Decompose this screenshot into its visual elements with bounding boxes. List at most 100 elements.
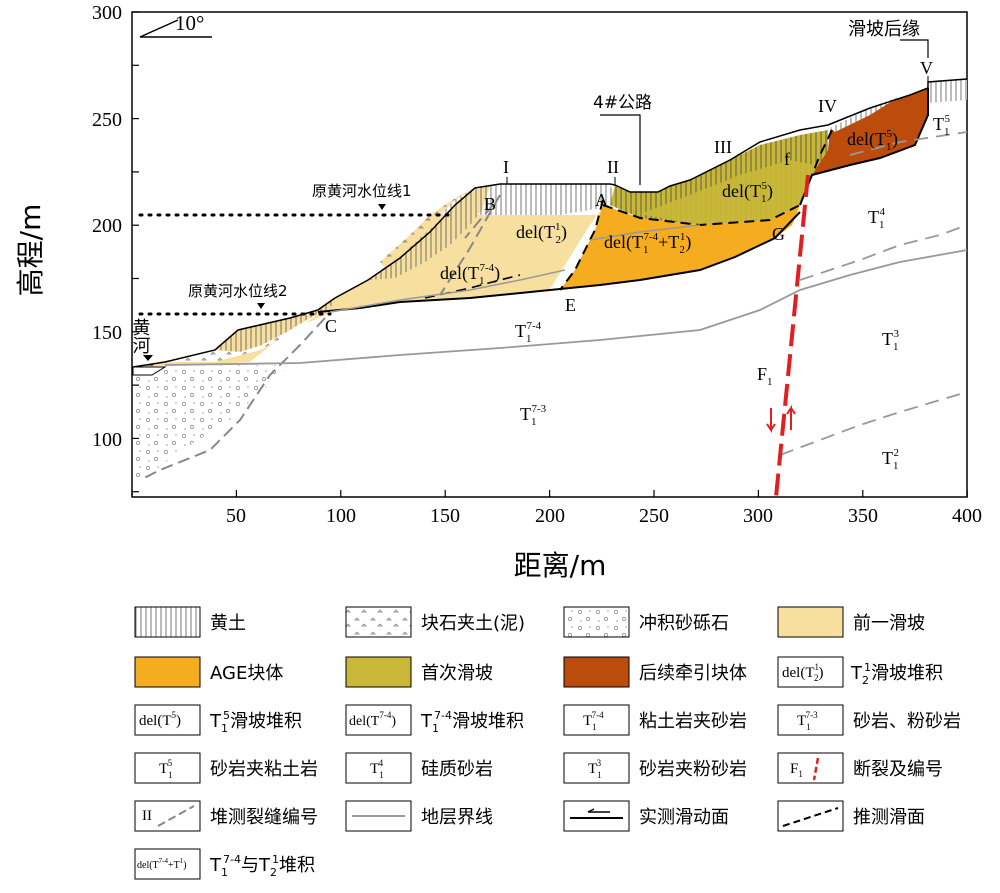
crack-label-II: II: [607, 157, 619, 177]
deposit-label-T1-7-4: del(T17-4): [440, 262, 500, 287]
legend-label: 推测滑面: [853, 807, 925, 828]
river-level-marker: [143, 355, 153, 361]
legend-swatch-previous-landslide: [777, 606, 844, 638]
age-block-area: [560, 205, 800, 290]
legend-box-T1-7-4: [563, 704, 630, 736]
x-tick-label: 200: [535, 505, 565, 527]
legend: 黄土 块石夹土(泥) 冲积砂砾石 前一滑坡 AGE块体 首次滑坡 后续牵引块体 …: [134, 606, 961, 880]
legend-box-T1-4: [345, 752, 412, 784]
inferred-slip-surface-icon: [782, 807, 839, 827]
legend-box-del-T2: [777, 656, 844, 688]
point-label-E: E: [565, 295, 576, 315]
legend-label: T15滑坡堆积: [209, 709, 302, 735]
x-axis-ticks: [131, 490, 968, 497]
legend-label: 黄土: [210, 613, 246, 634]
legend-box-measured-slip: [563, 800, 630, 832]
point-label-f: f: [784, 149, 790, 169]
ground-surface-line: [132, 78, 968, 368]
stratum-boundary-dashed-5: [849, 131, 968, 156]
stratum-label-T1-5: T15: [933, 113, 951, 138]
fault-arrow-down: [766, 408, 776, 434]
x-tick-label: 150: [430, 505, 460, 527]
retrogressive-block-area: [812, 88, 928, 175]
legend-box-label: del(T7-4+T1): [137, 857, 187, 871]
legend-box-fault: [777, 752, 844, 784]
point-label-A: A: [595, 190, 608, 210]
water-level-label-2: 原黄河水位线2: [188, 282, 288, 300]
road-label: 4#公路: [593, 93, 652, 113]
legend-box-label: F1: [790, 761, 803, 779]
legend-label: 冲积砂砾石: [639, 613, 729, 634]
crack-label-I: I: [503, 157, 509, 177]
stratum-boundary-dashed-4: [799, 224, 968, 281]
x-tick-label: 50: [226, 505, 246, 527]
crack-label-III: III: [714, 137, 732, 157]
legend-label: T21滑坡堆积: [850, 661, 943, 687]
loess-lower-bench: [215, 298, 335, 352]
x-tick-label: 400: [952, 505, 982, 527]
legend-box-T1-5: [134, 752, 201, 784]
legend-box-del-T1-5: [134, 704, 201, 736]
legend-box-T1-7-3: [777, 704, 844, 736]
legend-label: 硅质砂岩: [421, 759, 493, 780]
alluvial-gravel-area: [133, 365, 290, 487]
y-axis-ticks: [132, 11, 139, 493]
crack-label-IV: IV: [818, 96, 837, 116]
point-label-B: B: [484, 194, 496, 214]
stratum-boundary-3-2: [779, 391, 968, 456]
x-tick-label: 100: [326, 505, 356, 527]
y-tick-label: 250: [92, 109, 122, 131]
legend-box-crack: [134, 800, 201, 832]
x-axis-title: 距离/m: [514, 549, 607, 582]
legend-label: 前一滑坡: [853, 613, 925, 634]
legend-box-label: T13: [588, 758, 602, 780]
y-tick-label: 150: [92, 322, 122, 344]
loess-rear-edge: [928, 79, 967, 103]
legend-label: 砂岩夹粘土岩: [210, 759, 318, 780]
legend-label: 块石夹土(泥): [421, 613, 525, 634]
legend-box-label: T15: [159, 758, 173, 780]
y-tick-label: 300: [92, 2, 122, 24]
river-water: [132, 366, 167, 376]
legend-box-inferred-slip: [777, 800, 844, 832]
legend-swatch-alluvial-gravel: [563, 606, 630, 638]
legend-label: 首次滑坡: [421, 663, 493, 684]
water-level-marker-2: [257, 303, 265, 309]
stratum-label-T1-4: T14: [868, 206, 886, 231]
legend-swatch-first-landslide: [345, 656, 412, 688]
x-tick-label: 250: [639, 505, 669, 527]
legend-label: 断裂及编号: [853, 759, 943, 780]
stratum-boundary-upper-inner: [589, 224, 701, 241]
legend-label: 砂岩、粉砂岩: [853, 711, 961, 732]
crack-number-icon: [157, 805, 195, 827]
stratum-label-T1-7-4: T17-4: [515, 320, 542, 345]
legend-swatch-loess: [134, 606, 201, 638]
deposit-label-T1-5-first: del(T15): [722, 180, 773, 205]
measured-slip-surface: [317, 211, 801, 313]
legend-label: 地层界线: [421, 807, 493, 828]
legend-label: 粘土岩夹砂岩: [639, 711, 747, 732]
legend-label: 堆测裂缝编号: [210, 807, 318, 828]
water-level-label-1: 原黄河水位线1: [312, 182, 412, 200]
legend-swatch-rubble-soil: [345, 606, 412, 638]
point-label-C: C: [325, 316, 337, 336]
water-level-marker-1: [378, 204, 386, 210]
deposit-label-T1-5-retro: del(T15): [847, 128, 898, 153]
rear-edge-label: 滑坡后缘: [848, 19, 920, 40]
legend-box-label: T17-4: [583, 710, 604, 732]
legend-label: AGE块体: [210, 663, 283, 684]
crack-trace-I: [439, 194, 501, 296]
y-tick-label: 200: [92, 215, 122, 237]
legend-box-del-T1-7-4-T2: [134, 848, 201, 880]
measured-slip-arrow-icon: [587, 808, 610, 813]
legend-box-del-T1-7-4: [345, 704, 412, 736]
legend-label: T17-4与T21堆积: [209, 853, 315, 879]
x-tick-label: 350: [848, 505, 878, 527]
fault-f1-line: [774, 174, 810, 498]
legend-label: 砂岩夹粉砂岩: [639, 759, 747, 780]
deposit-label-T2: del(T1 2): [516, 221, 567, 246]
first-landslide-body: [640, 160, 815, 225]
fault-label: F1: [757, 364, 773, 388]
crack-label-V: V: [920, 58, 933, 78]
